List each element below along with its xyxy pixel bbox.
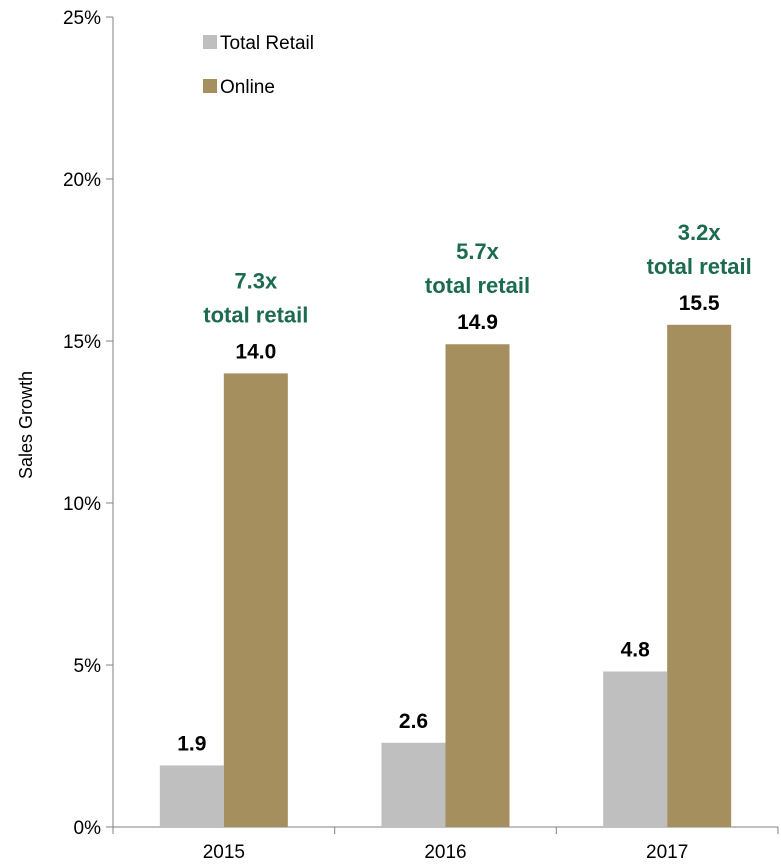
- legend-label-total-retail: Total Retail: [220, 33, 314, 54]
- legend-swatch-total-retail: [203, 35, 217, 49]
- online-bar: [667, 324, 732, 827]
- y-tick-label: 0%: [74, 818, 102, 839]
- legend-label-online: Online: [220, 77, 275, 98]
- y-tick-label: 20%: [63, 170, 101, 191]
- data-labels: 1.9 14.0 2.6 14.9 4.8 15.5: [177, 292, 720, 756]
- online-value-label: 15.5: [679, 292, 720, 315]
- multiplier-annotation: 7.3x: [234, 268, 278, 293]
- online-value-label: 14.9: [457, 311, 498, 334]
- axes: 0% 5% 10% 15% 20% 25% 2015 2016 2017: [63, 8, 779, 863]
- x-tick-label: 2015: [203, 842, 245, 863]
- online-bar: [445, 344, 510, 827]
- y-tick-label: 25%: [63, 8, 101, 29]
- legend-swatch-online: [203, 79, 217, 93]
- total-retail-bar: [603, 671, 668, 827]
- y-tick-label: 5%: [74, 656, 102, 677]
- annotations: 7.3x total retail 5.7x total retail 3.2x tota…: [203, 220, 751, 328]
- y-axis-title: Sales Growth: [16, 371, 36, 479]
- multiplier-annotation-subtext: total retail: [203, 302, 308, 327]
- online-bar: [223, 373, 288, 827]
- total-retail-value-label: 1.9: [177, 732, 206, 755]
- multiplier-annotation: 3.2x: [678, 220, 722, 245]
- y-tick-label: 10%: [63, 494, 101, 515]
- legend: Total Retail Online: [203, 33, 314, 98]
- multiplier-annotation-subtext: total retail: [647, 254, 752, 279]
- multiplier-annotation-subtext: total retail: [425, 273, 530, 298]
- x-tick-label: 2017: [646, 842, 688, 863]
- total-retail-bar: [159, 765, 224, 827]
- y-tick-label: 15%: [63, 332, 101, 353]
- bars: [159, 324, 732, 827]
- total-retail-value-label: 4.8: [621, 638, 651, 661]
- multiplier-annotation: 5.7x: [456, 239, 500, 264]
- online-value-label: 14.0: [235, 340, 276, 363]
- total-retail-bar: [381, 742, 446, 827]
- total-retail-value-label: 2.6: [399, 710, 428, 733]
- x-tick-label: 2016: [424, 842, 466, 863]
